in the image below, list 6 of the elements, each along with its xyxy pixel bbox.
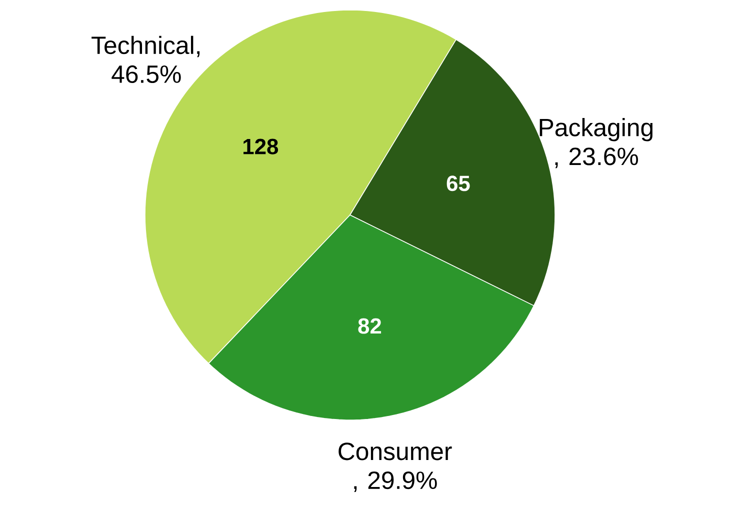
slice-label: Consumer , 29.9% <box>338 442 452 492</box>
slice-label: Packaging , 23.6% <box>540 118 652 168</box>
data-label: 82 <box>358 318 382 334</box>
data-label: 128 <box>244 138 278 154</box>
slice-label: Technical, 46.5% <box>92 36 200 84</box>
data-label: 65 <box>446 176 470 192</box>
